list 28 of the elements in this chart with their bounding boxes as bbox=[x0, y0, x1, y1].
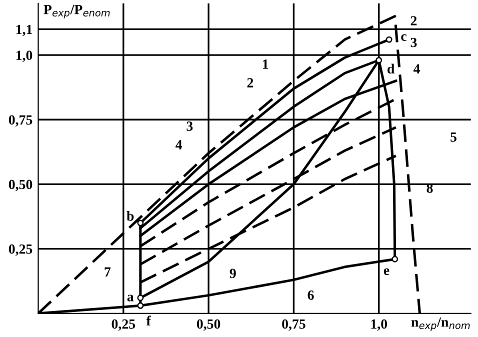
y-axis-title: P$_{exp}$/P$_{enom}$ bbox=[44, 4, 110, 18]
text: f bbox=[146, 316, 151, 326]
annotation: 2 bbox=[410, 16, 417, 26]
y-tick-label: 0,75 bbox=[8, 115, 32, 127]
x-axis-title: n$_{exp}$/n$_{nom}$ bbox=[411, 318, 470, 331]
y-tick-label: 0,25 bbox=[8, 244, 32, 256]
annotation: 9 bbox=[230, 268, 236, 278]
annotation: c bbox=[401, 34, 407, 41]
annotation: 4 bbox=[176, 140, 182, 150]
y-tick-label: 1,1 bbox=[16, 24, 32, 36]
annotation: b bbox=[126, 211, 134, 221]
x-tick-label: 0,75 bbox=[282, 319, 306, 331]
y-tick-label: 1,0 bbox=[16, 50, 32, 62]
annotation: 3 bbox=[186, 122, 193, 131]
y-tick-label: 0,50 bbox=[8, 180, 32, 192]
annotation: 2 bbox=[247, 78, 254, 88]
annotation: a bbox=[127, 294, 134, 302]
annotation: e bbox=[384, 268, 390, 276]
annotation: 5 bbox=[450, 132, 456, 142]
annotation: 1 bbox=[262, 60, 268, 69]
annotation: 7 bbox=[104, 267, 111, 276]
x-tick-label: 0,50 bbox=[196, 319, 220, 331]
annotation: d bbox=[388, 64, 395, 74]
annotation: 3 bbox=[410, 38, 417, 48]
annotation: 4 bbox=[413, 64, 420, 74]
x-tick-label: 0,25 bbox=[112, 319, 136, 331]
annotation: 6 bbox=[308, 290, 314, 300]
x-tick-label: 1,0 bbox=[371, 319, 388, 331]
